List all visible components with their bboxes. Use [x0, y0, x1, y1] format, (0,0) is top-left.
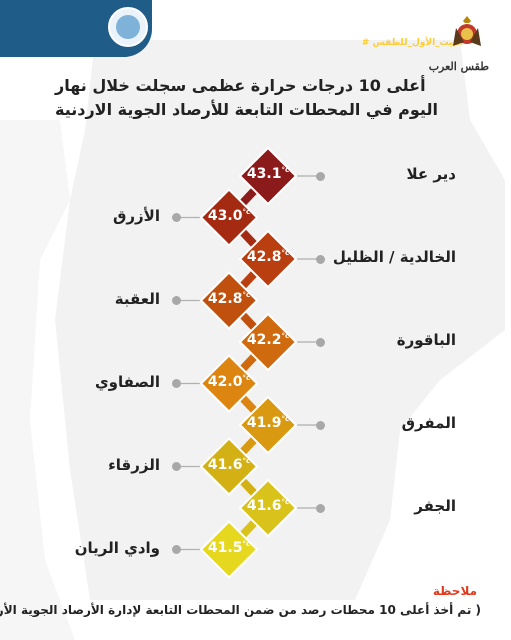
leader-dot — [315, 503, 325, 513]
leader-dot — [315, 337, 325, 347]
temperature-number: 43.0 — [207, 207, 243, 224]
temperature-unit: °c — [242, 456, 251, 465]
temperature-diamond — [238, 229, 298, 289]
temperature-unit: °c — [242, 207, 251, 216]
temperature-diamond — [199, 520, 259, 579]
leader-dot — [171, 213, 181, 222]
temperature-number: 41.6 — [246, 498, 282, 514]
temperature-unit: °c — [281, 249, 290, 257]
temperature-number: 41.6 — [207, 456, 243, 473]
temperature-diamond — [199, 271, 259, 330]
leader-dot — [171, 545, 181, 554]
temperature-unit: °c — [242, 373, 251, 382]
temperature-number: 42.0 — [207, 373, 243, 390]
temperature-diamond — [238, 478, 298, 538]
temperature-value: 42.8°c — [194, 291, 264, 307]
jordan-coat-of-arms-icon — [453, 16, 481, 46]
title-line-1: أعلى 10 درجات حرارة عظمى سجلت خلال نهار — [55, 76, 426, 95]
station-name: العقبة — [114, 289, 160, 308]
temperature-value: 41.6°c — [233, 498, 303, 514]
temperature-diamond — [199, 354, 259, 413]
station-name: الزرقاء — [108, 455, 160, 474]
leader-dot — [171, 379, 181, 388]
temperature-unit: °c — [281, 166, 290, 174]
meteorology-department-logo-icon — [108, 7, 148, 47]
temperature-diamond — [238, 312, 298, 372]
note-title: ملاحظة — [432, 584, 477, 598]
org-name-line1: إدارة الأرصـــاد — [383, 5, 463, 18]
temperature-value: 41.6°c — [194, 457, 264, 473]
temperature-unit: °c — [242, 539, 251, 548]
temperature-diamond — [238, 146, 298, 206]
title-line-2: اليوم في المحطات التابعة للأرصاد الجوية … — [55, 100, 438, 119]
leader-dot — [315, 254, 325, 264]
temperature-unit: °c — [281, 332, 290, 340]
temperature-number: 42.8 — [246, 249, 282, 265]
station-name: الجفر — [414, 497, 456, 515]
org-name-line2: الجوية الأردنية — [386, 20, 463, 33]
temperature-value: 42.2°c — [233, 332, 303, 348]
temperature-value: 41.5°c — [194, 540, 264, 556]
temperature-unit: °c — [281, 498, 290, 506]
temperature-number: 42.2 — [246, 332, 282, 348]
station-name: وادي الريان — [74, 538, 160, 557]
station-name: الأزرق — [113, 206, 160, 225]
temperature-diamond — [238, 395, 298, 455]
temperature-diamond — [199, 188, 259, 247]
leader-dot — [171, 462, 181, 471]
org-hashtag: # البيت_الأول_للطقس — [361, 38, 463, 48]
temperature-value: 42.8°c — [233, 249, 303, 265]
temperature-value: 41.9°c — [233, 415, 303, 431]
temperature-value: 43.0°c — [194, 208, 264, 224]
temperature-value: 43.1°c — [233, 166, 303, 182]
temperature-diamond — [199, 437, 259, 496]
temperature-unit: °c — [242, 290, 251, 299]
station-name: الباقورة — [396, 331, 456, 349]
temperature-value: 42.0°c — [194, 374, 264, 390]
brand-logo-text: طقس العرب — [428, 60, 489, 73]
leader-dot — [315, 171, 325, 181]
station-name: المفرق — [401, 414, 456, 432]
leader-dot — [315, 420, 325, 430]
leader-dot — [171, 296, 181, 305]
temperature-number: 42.8 — [207, 290, 243, 307]
temperature-number: 41.9 — [246, 415, 282, 431]
temperature-number: 41.5 — [207, 539, 243, 556]
note-text: ( تم أخذ أعلى 10 محطات رصد من ضمن المحطا… — [0, 603, 481, 617]
temperature-unit: °c — [281, 415, 290, 423]
station-name: دير علا — [406, 165, 456, 183]
station-name: الصفاوي — [94, 372, 160, 391]
station-name: الخالدية / الظليل — [332, 248, 456, 266]
temperature-number: 43.1 — [246, 166, 282, 182]
